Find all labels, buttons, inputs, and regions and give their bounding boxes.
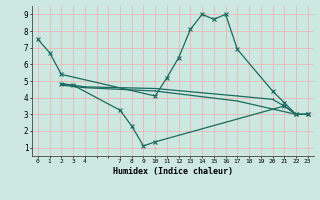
X-axis label: Humidex (Indice chaleur): Humidex (Indice chaleur) — [113, 167, 233, 176]
